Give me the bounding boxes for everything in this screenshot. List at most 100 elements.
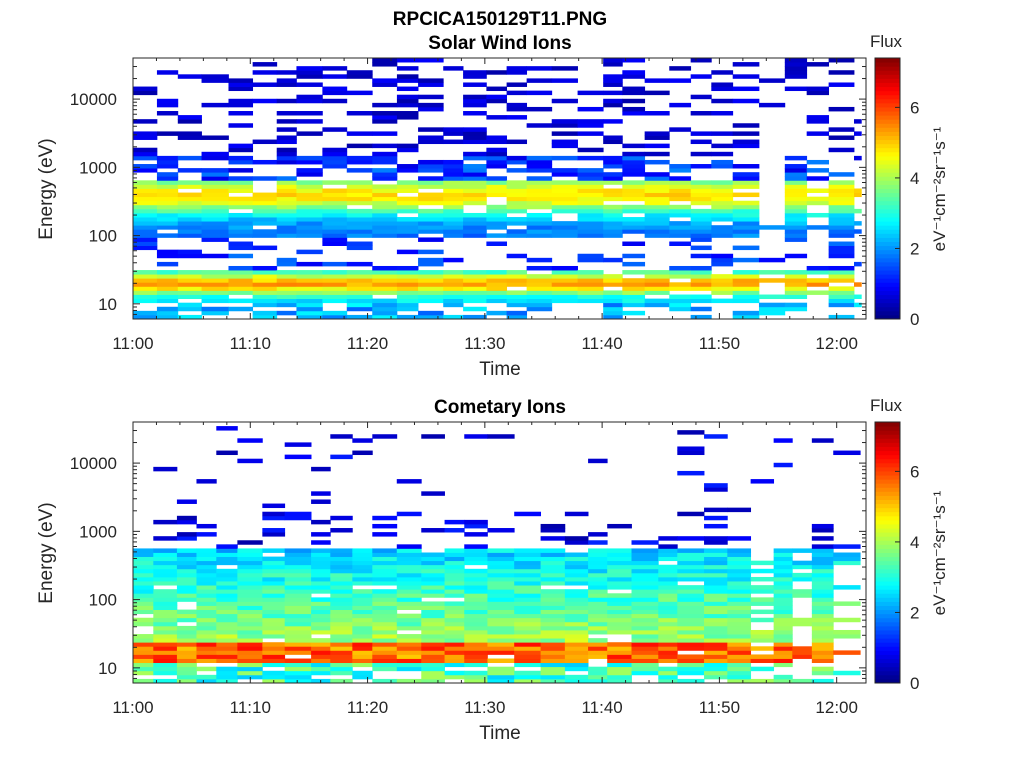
heatmap-cell xyxy=(792,678,813,684)
heatmap-cell xyxy=(216,670,238,676)
heatmap-cell xyxy=(732,212,760,218)
heatmap-cell xyxy=(732,294,760,300)
heatmap-cell xyxy=(237,601,263,606)
heatmap-cell xyxy=(216,638,238,643)
heatmap-cell xyxy=(237,556,263,562)
heatmap-cell xyxy=(196,556,217,562)
heatmap-cell xyxy=(176,556,197,562)
heatmap-cell xyxy=(828,225,855,230)
heatmap-cell xyxy=(506,188,528,193)
heatmap-cell xyxy=(330,576,353,582)
heatmap-cell xyxy=(156,188,179,193)
heatmap-cell xyxy=(577,147,604,153)
heatmap-cell xyxy=(727,609,752,615)
heatmap-cell xyxy=(486,274,508,279)
heatmap-cell xyxy=(276,233,297,238)
heatmap-cell xyxy=(153,666,178,672)
heatmap-cell xyxy=(284,511,312,517)
y-tick-label: 10 xyxy=(98,295,117,314)
heatmap-cell xyxy=(396,572,422,578)
heatmap-cell xyxy=(196,552,217,557)
heatmap-cell xyxy=(156,270,179,275)
heatmap-cell xyxy=(622,106,646,112)
heatmap-cell xyxy=(396,593,422,598)
heatmap-cell xyxy=(418,176,444,181)
heatmap-cell xyxy=(669,286,692,291)
heatmap-cell xyxy=(704,609,728,615)
heatmap-cell xyxy=(296,286,323,291)
heatmap-cell xyxy=(631,650,659,655)
heatmap-cell xyxy=(396,576,422,582)
heatmap-cell xyxy=(644,290,670,295)
heatmap-cell xyxy=(276,192,297,198)
heatmap-cell xyxy=(463,192,487,198)
heatmap-cell xyxy=(704,572,728,578)
heatmap-cell xyxy=(487,609,515,615)
heatmap-cell xyxy=(372,282,398,287)
heatmap-cell xyxy=(444,605,465,610)
heatmap-cell xyxy=(228,78,254,83)
heatmap-cell xyxy=(540,609,566,615)
heatmap-cell xyxy=(727,593,752,598)
heatmap-cell xyxy=(372,229,398,234)
heatmap-cell xyxy=(372,155,398,161)
heatmap-cell xyxy=(418,310,444,316)
heatmap-cell xyxy=(464,674,488,680)
heatmap-cell xyxy=(201,306,229,312)
heatmap-cell xyxy=(690,151,712,157)
heatmap-cell xyxy=(352,674,373,680)
heatmap-cell xyxy=(526,106,553,112)
heatmap-cell xyxy=(443,225,464,230)
heatmap-cell xyxy=(396,658,422,664)
heatmap-cell xyxy=(577,294,604,300)
heatmap-cell xyxy=(237,646,263,651)
x-tick-label: 11:00 xyxy=(112,334,153,353)
heatmap-cell xyxy=(156,274,179,279)
heatmap-cell xyxy=(603,192,623,198)
heatmap-cell xyxy=(487,625,515,631)
heatmap-cell xyxy=(811,629,834,635)
heatmap-cell xyxy=(372,552,398,557)
heatmap-cell xyxy=(352,568,373,574)
heatmap-cell xyxy=(486,278,508,283)
heatmap-cell xyxy=(711,253,734,259)
heatmap-cell xyxy=(854,131,862,136)
heatmap-cell xyxy=(133,310,158,316)
heatmap-cell xyxy=(564,617,589,623)
heatmap-cell xyxy=(750,634,775,639)
heatmap-cell xyxy=(487,593,515,598)
heatmap-cell xyxy=(784,208,808,214)
heatmap-cell xyxy=(311,572,331,578)
heatmap-cell xyxy=(311,646,331,651)
heatmap-cell xyxy=(564,666,589,672)
heatmap-cell xyxy=(514,650,542,655)
heatmap-cell xyxy=(690,265,712,271)
colorbar-swatch xyxy=(875,568,900,574)
heatmap-cell xyxy=(773,593,793,598)
heatmap-cell xyxy=(177,282,202,287)
heatmap-cell xyxy=(177,221,202,226)
heatmap-cell xyxy=(372,302,398,308)
heatmap-cell xyxy=(352,589,373,594)
heatmap-cell xyxy=(201,151,229,157)
heatmap-cell xyxy=(322,196,348,202)
heatmap-cell xyxy=(577,172,604,177)
heatmap-cell xyxy=(177,74,202,79)
heatmap-cell xyxy=(658,629,678,635)
heatmap-cell xyxy=(418,298,444,304)
heatmap-cell xyxy=(464,613,488,619)
heatmap-cell xyxy=(463,155,487,161)
heatmap-cell xyxy=(784,274,808,279)
x-tick-label: 11:30 xyxy=(464,334,505,353)
colorbar-swatch xyxy=(875,458,900,464)
heatmap-cell xyxy=(196,634,217,639)
heatmap-cell xyxy=(153,593,178,598)
heatmap-cell xyxy=(486,70,508,75)
heatmap-cell xyxy=(228,274,254,279)
heatmap-cell xyxy=(322,241,348,246)
heatmap-cell xyxy=(396,98,419,104)
heatmap-cell xyxy=(577,200,604,206)
heatmap-cell xyxy=(216,601,238,606)
